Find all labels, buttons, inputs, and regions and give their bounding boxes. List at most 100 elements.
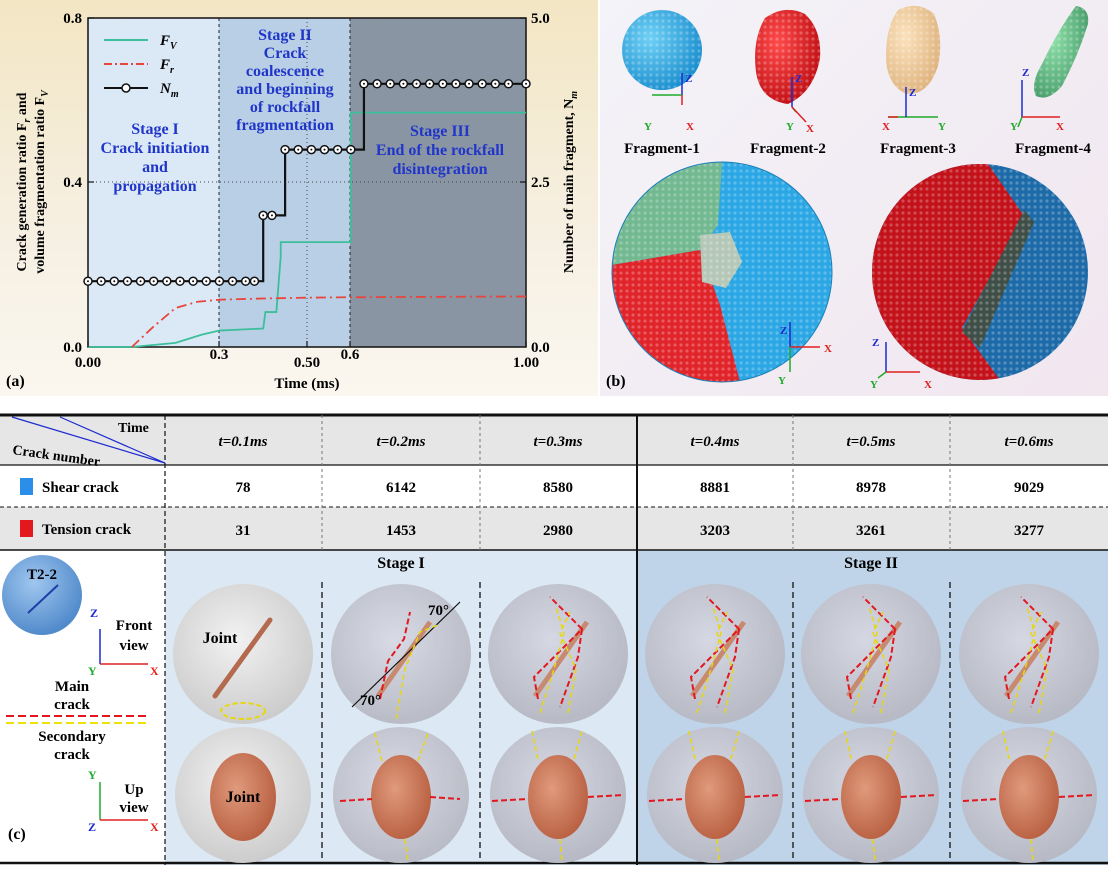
svg-text:fragmentation: fragmentation (236, 117, 334, 134)
svg-text:disintegration: disintegration (392, 161, 487, 178)
series-point-center (336, 148, 339, 151)
time-header: t=0.5ms (847, 434, 896, 450)
up-view-triad (99, 782, 148, 821)
tension-row-bg (0, 507, 1108, 550)
series-line-f-v (88, 111, 526, 348)
series-point-center (192, 280, 195, 283)
svg-text:Y: Y (1010, 121, 1018, 133)
stage1-region (88, 18, 219, 347)
assembled-sphere (611, 161, 833, 383)
x-tick-label: 0.6 (341, 347, 360, 363)
stage1-label: Stage I (377, 555, 425, 572)
panel-b-tag: (b) (606, 373, 626, 390)
fragment-label: Fragment-1 (624, 141, 700, 157)
joint-disc (685, 755, 745, 839)
time-headers: t=0.1ms t=0.2ms t=0.3ms t=0.4ms t=0.5ms … (219, 434, 1054, 450)
svg-text:Y: Y (88, 768, 97, 782)
main-crack-trace (532, 596, 584, 700)
svg-text:X: X (806, 123, 814, 135)
legend-label-fv: FV (159, 33, 178, 52)
main-crack-trace (962, 798, 1000, 802)
svg-text:of rockfall: of rockfall (250, 99, 321, 116)
main-crack-trace (1003, 596, 1055, 700)
secondary-crack-trace (1010, 606, 1036, 714)
legend-label-nm: Nm (159, 81, 179, 100)
series-point-center (253, 280, 256, 283)
svg-text:Z: Z (90, 606, 98, 620)
main-crack-trace (1058, 794, 1096, 798)
x-tick-label: 0.50 (294, 355, 320, 371)
secondary-crack-trace (886, 730, 896, 760)
svg-text:Stage I: Stage I (131, 121, 179, 138)
svg-text:Crack: Crack (264, 45, 307, 62)
series-point-center (100, 280, 103, 283)
series-point-center (323, 148, 326, 151)
y-left-tick-label: 0.4 (63, 175, 82, 191)
tension-values: 31 1453 2980 3203 3261 3277 (236, 523, 1045, 539)
series-line-f-r (131, 295, 527, 348)
table-cell: 3203 (700, 523, 730, 539)
panel-a: 0.00 0.3 0.50 0.6 1.00 Time (ms) 0.0 0.4… (0, 0, 598, 396)
secondary-crack-trace (1030, 611, 1048, 714)
svg-text:Number of main fragment, Nm: Number of main fragment, Nm (562, 91, 580, 273)
angle-label: 70° (360, 693, 381, 709)
table-cell: 3261 (856, 523, 886, 539)
main-crack-trace (648, 798, 686, 802)
svg-text:Z: Z (795, 73, 802, 85)
series-point-center (468, 82, 471, 85)
y-right-axis-label: Number of main fragment, Nm (562, 91, 580, 273)
up-view-label: view (119, 800, 148, 816)
table-cell: 1453 (386, 523, 416, 539)
svg-text:Y: Y (870, 379, 878, 391)
joint-disc (999, 755, 1059, 839)
svg-text:Crack initiation: Crack initiation (101, 140, 210, 157)
secondary-crack-trace (1002, 730, 1010, 760)
main-crack-trace (587, 794, 625, 798)
series-point-center (362, 82, 365, 85)
row-label-shear: Shear crack (42, 480, 119, 496)
joint-disc (528, 755, 588, 839)
y-left-axis-label: Crack generation ratio Fr and volume fra… (15, 89, 51, 274)
table-cell: 8978 (856, 480, 886, 496)
series-layer (83, 79, 531, 348)
legend-label-fr: Fr (159, 57, 174, 76)
up-view-label: Up (124, 782, 143, 798)
stage2-annotation: Stage II Crack coalescence and beginning… (236, 27, 334, 134)
series-point-center (454, 82, 457, 85)
y-left-tick-label: 0.8 (63, 11, 82, 27)
secondary-crack-trace (1030, 838, 1034, 863)
y-left-tick-label: 0.0 (63, 340, 82, 356)
axis-ticks (87, 17, 527, 347)
svg-text:Y: Y (88, 664, 97, 678)
x-tick-label: 0.00 (75, 355, 101, 371)
series-point-center (152, 280, 155, 283)
svg-text:Z: Z (685, 73, 692, 85)
shear-swatch (20, 478, 33, 495)
series-point-center (402, 82, 405, 85)
legend: FV Fr Nm (104, 33, 179, 100)
svg-text:X: X (924, 379, 932, 391)
joint-trace (1003, 620, 1061, 698)
series-point-center (507, 82, 510, 85)
joint-label: Joint (226, 789, 261, 806)
svg-text:Stage III: Stage III (410, 123, 470, 140)
svg-text:X: X (824, 343, 832, 355)
secondary-crack-trace (688, 730, 696, 760)
header-row (0, 415, 1108, 465)
fragments-svg: ZY X ZY X ZX Y ZY X Fragment-1 Fragment-2 Fr… (606, 5, 1091, 391)
header-time: Time (118, 421, 149, 436)
main-crack-trace (845, 596, 897, 700)
svg-text:and: and (142, 159, 168, 176)
table-cell: 2980 (543, 523, 573, 539)
series-point-center (262, 214, 265, 217)
stage3-annotation: Stage III End of the rockfall disintegra… (376, 123, 505, 178)
time-header: t=0.4ms (691, 434, 740, 450)
time-header: t=0.3ms (534, 434, 583, 450)
svg-text:X: X (686, 121, 694, 133)
front-view-label: Front (116, 618, 152, 634)
svg-text:and beginning: and beginning (236, 81, 333, 98)
secondary-crack-trace (573, 730, 583, 760)
series-point-center (218, 280, 221, 283)
specimen-sphere (2, 555, 82, 635)
